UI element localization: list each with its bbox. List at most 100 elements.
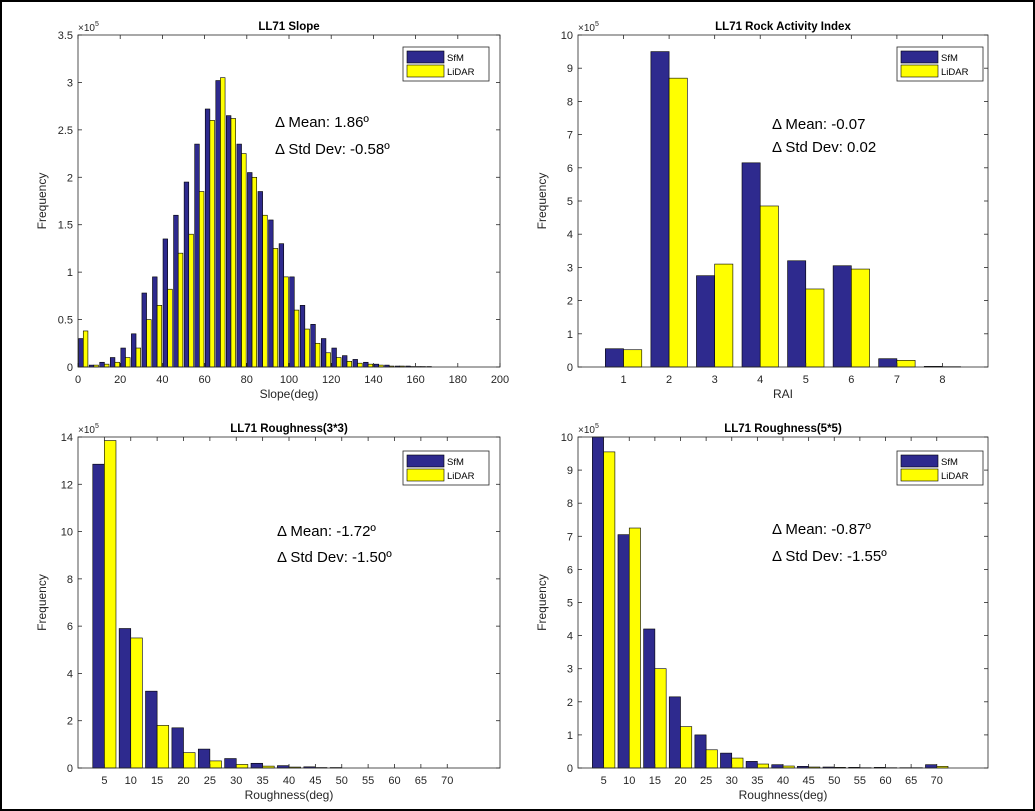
bar-sfm	[745, 761, 758, 769]
bar-lidar	[230, 118, 236, 368]
x-tick-label: 180	[449, 374, 467, 386]
bar-sfm	[320, 338, 327, 368]
bar-sfm	[145, 690, 158, 769]
y-tick-label: 0	[67, 362, 73, 374]
y-tick-label: 2	[67, 716, 73, 728]
x-tick-label: 1	[620, 374, 626, 386]
y-tick-label: 2	[567, 697, 573, 709]
legend-swatch-sfm	[900, 50, 939, 64]
x-tick-label: 45	[803, 775, 815, 787]
x-tick-label: 70	[441, 775, 453, 787]
y-tick-label: 2	[567, 296, 573, 308]
x-tick-label: 5	[601, 775, 607, 787]
y-multiplier-base: ×10	[78, 23, 95, 34]
bar-sfm	[247, 172, 253, 368]
bar-sfm	[152, 276, 158, 368]
bar-sfm	[92, 463, 105, 769]
x-tick-label: 160	[406, 374, 424, 386]
bar-sfm	[120, 347, 126, 368]
bar-sfm	[694, 734, 707, 769]
annotation-std: Δ Std Dev: -1.50º	[277, 549, 392, 566]
bar-sfm	[215, 80, 221, 368]
bar-lidar	[235, 764, 249, 769]
bar-lidar	[146, 319, 152, 368]
bar-lidar	[156, 305, 163, 368]
y-tick-label: 0	[567, 763, 573, 775]
y-tick-label: 1	[567, 329, 573, 341]
bar-sfm	[299, 305, 306, 368]
x-tick-label: 40	[283, 775, 295, 787]
legend-label-sfm: SfM	[941, 53, 958, 64]
y-tick-label: 0	[67, 763, 73, 775]
x-tick-label: 35	[257, 775, 269, 787]
legend: SfM LiDAR	[896, 450, 984, 486]
y-tick-label: 8	[567, 96, 573, 108]
bar-sfm	[226, 115, 232, 368]
y-tick-label: 9	[567, 465, 573, 477]
x-tick-label: 35	[751, 775, 763, 787]
bar-lidar	[209, 760, 222, 769]
y-multiplier-exp: 5	[595, 21, 599, 28]
bar-lidar	[367, 363, 374, 368]
bar-sfm	[696, 275, 715, 368]
bar-lidar	[714, 263, 734, 368]
bar-lidar	[654, 668, 667, 769]
bar-lidar	[183, 752, 196, 769]
bar-sfm	[141, 292, 147, 368]
x-tick-label: 80	[241, 374, 253, 386]
chart-title: LL71 Slope	[258, 21, 319, 33]
x-axis-label: RAI	[773, 387, 793, 401]
bar-lidar	[241, 153, 247, 368]
legend-swatch-sfm	[900, 454, 939, 468]
annotation-std: Δ Std Dev: -1.55º	[772, 548, 887, 565]
x-tick-label: 10	[125, 775, 137, 787]
x-tick-label: 30	[230, 775, 242, 787]
bar-lidar	[104, 363, 110, 368]
y-multiplier: ×105	[78, 21, 99, 34]
x-tick-label: 7	[894, 374, 900, 386]
x-tick-label: 25	[204, 775, 216, 787]
bar-lidar	[220, 77, 226, 368]
bar-sfm	[197, 748, 211, 769]
bar-lidar	[82, 330, 89, 368]
chart-title: LL71 Roughness(5*5)	[724, 423, 842, 435]
bar-sfm	[617, 534, 630, 769]
y-tick-label: 4	[67, 668, 73, 680]
legend-label-lidar: LiDAR	[447, 471, 475, 482]
x-tick-label: 4	[757, 374, 763, 386]
x-tick-label: 15	[649, 775, 661, 787]
y-tick-label: 2	[67, 172, 73, 184]
bar-lidar	[628, 527, 641, 769]
x-tick-label: 2	[666, 374, 672, 386]
bar-sfm	[771, 764, 784, 769]
y-tick-label: 8	[67, 574, 73, 586]
chart-title: LL71 Roughness(3*3)	[230, 423, 348, 435]
bar-lidar	[759, 205, 779, 368]
y-tick-label: 7	[567, 531, 573, 543]
bar-sfm	[268, 219, 274, 368]
bar-lidar	[262, 214, 268, 368]
legend-label-sfm: SfM	[447, 53, 464, 64]
x-tick-label: 25	[700, 775, 712, 787]
bar-lidar	[680, 726, 693, 769]
x-tick-label: 45	[309, 775, 321, 787]
bar-sfm	[787, 260, 807, 368]
x-tick-label: 55	[854, 775, 866, 787]
y-tick-label: 6	[567, 564, 573, 576]
y-tick-label: 3.5	[58, 30, 73, 42]
x-tick-label: 40	[156, 374, 168, 386]
y-multiplier: ×105	[578, 21, 599, 34]
x-tick-label: 20	[114, 374, 126, 386]
legend-label-lidar: LiDAR	[941, 471, 969, 482]
chart-title: LL71 Rock Activity Index	[715, 21, 851, 33]
bar-lidar	[357, 362, 363, 368]
bar-lidar	[336, 357, 342, 368]
y-tick-label: 12	[61, 479, 73, 491]
legend-swatch-lidar	[900, 468, 939, 482]
y-multiplier-base: ×10	[78, 425, 95, 436]
y-tick-label: 5	[567, 598, 573, 610]
bar-lidar	[177, 252, 184, 368]
bar-lidar	[130, 637, 143, 769]
